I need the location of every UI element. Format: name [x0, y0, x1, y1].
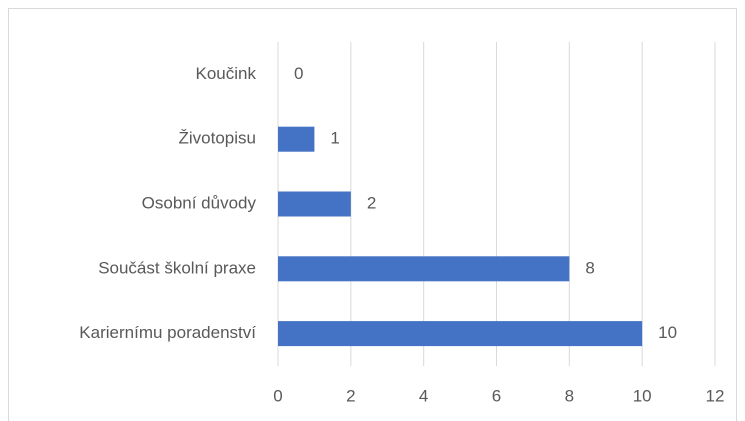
y-tick-label: Kariernímu poradenství: [79, 323, 256, 342]
y-tick-label: Osobní důvody: [142, 193, 257, 212]
data-label: 1: [330, 129, 339, 148]
x-tick-label: 0: [273, 386, 282, 405]
y-tick-label: Součást školní praxe: [98, 258, 256, 277]
data-label: 2: [367, 193, 376, 212]
bar: [278, 321, 643, 347]
x-tick-label: 4: [419, 386, 428, 405]
bar: [278, 191, 351, 217]
y-tick-label: Koučink: [196, 64, 257, 83]
x-tick-label: 8: [565, 386, 574, 405]
data-label: 0: [294, 64, 303, 83]
chart-frame: [8, 8, 737, 421]
x-tick-label: 6: [492, 386, 501, 405]
data-label: 8: [585, 258, 594, 277]
x-tick-label: 12: [706, 386, 725, 405]
y-tick-label: Životopisu: [179, 129, 256, 148]
bar: [278, 126, 315, 152]
bar: [278, 256, 570, 282]
x-tick-label: 10: [633, 386, 652, 405]
data-label: 10: [658, 323, 677, 342]
x-tick-label: 2: [346, 386, 355, 405]
